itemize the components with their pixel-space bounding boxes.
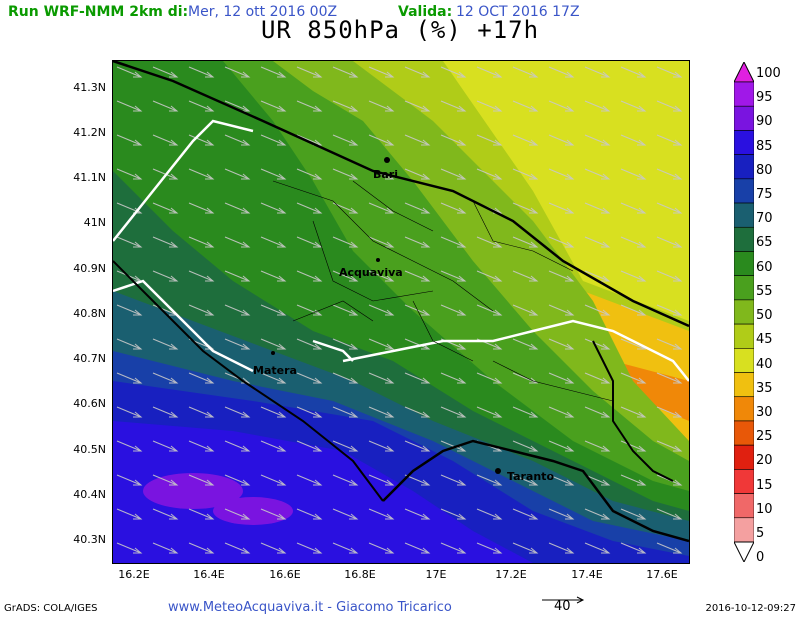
colorbar-segment — [734, 81, 754, 107]
lat-tick: 40.8N — [73, 307, 106, 320]
lat-tick: 40.5N — [73, 443, 106, 456]
lon-tick: 16.8E — [344, 568, 376, 581]
city-acquaviva: Acquaviva — [339, 266, 403, 279]
lat-tick: 41N — [83, 216, 106, 229]
colorbar-segment — [734, 469, 754, 494]
colorbar-label: 45 — [756, 332, 773, 348]
colorbar-label: 80 — [756, 162, 773, 178]
colorbar-segment — [734, 130, 754, 155]
colorbar-label: 20 — [756, 453, 773, 469]
reference-vector-arrow — [542, 596, 585, 604]
lon-tick: 17.4E — [571, 568, 603, 581]
timestamp: 2016-10-12-09:27 — [705, 603, 796, 614]
colorbar-label: 85 — [756, 138, 773, 154]
lat-tick: 40.4N — [73, 488, 106, 501]
lat-tick: 40.3N — [73, 533, 106, 546]
lon-tick: 17.2E — [495, 568, 527, 581]
colorbar-label: 65 — [756, 235, 773, 251]
colorbar-segment — [734, 517, 754, 543]
colorbar-label: 30 — [756, 404, 773, 420]
lat-tick: 41.3N — [73, 81, 106, 94]
map-canvas: Bari Acquaviva Matera Taranto — [113, 61, 689, 563]
colorbar-segment — [734, 493, 754, 519]
colorbar-segment — [734, 202, 754, 228]
city-matera: Matera — [253, 364, 297, 377]
lat-tick: 40.6N — [73, 397, 106, 410]
reference-vector-label: 40 — [554, 599, 571, 614]
lon-tick: 16.2E — [118, 568, 150, 581]
colorbar-segment — [734, 444, 754, 470]
colorbar-label: 75 — [756, 187, 773, 203]
colorbar-label: 100 — [756, 66, 781, 81]
colorbar-bottom-cap — [734, 541, 754, 562]
grads-credit: GrADS: COLA/IGES — [4, 603, 98, 614]
colorbar-segment — [734, 372, 754, 398]
colorbar-segment — [734, 348, 754, 373]
colorbar-label: 70 — [756, 211, 773, 227]
lat-tick: 41.1N — [73, 171, 106, 184]
colorbar-segment — [734, 105, 754, 131]
lon-tick: 16.6E — [269, 568, 301, 581]
colorbar-segment — [734, 154, 754, 180]
colorbar-label: 50 — [756, 308, 773, 324]
lat-tick: 40.7N — [73, 352, 106, 365]
site-credit[interactable]: www.MeteoAcquaviva.it - Giacomo Tricaric… — [168, 600, 452, 615]
colorbar-top-cap — [734, 62, 754, 83]
run-label: Run WRF-NMM 2km di: — [8, 4, 189, 20]
colorbar — [734, 62, 754, 562]
colorbar-segment — [734, 226, 754, 252]
lat-tick: 41.2N — [73, 126, 106, 139]
colorbar-label: 60 — [756, 259, 773, 275]
lon-tick: 17.6E — [646, 568, 678, 581]
colorbar-label: 35 — [756, 380, 773, 396]
run-date: Mer, 12 ott 2016 00Z — [188, 4, 338, 20]
city-bari: Bari — [373, 168, 398, 181]
colorbar-label: 40 — [756, 356, 773, 372]
colorbar-label: 95 — [756, 90, 773, 106]
colorbar-label: 90 — [756, 114, 773, 130]
lon-tick: 17E — [425, 568, 447, 581]
colorbar-segment — [734, 251, 754, 276]
colorbar-segment — [734, 396, 754, 422]
valid-label: Valida: — [398, 4, 453, 20]
colorbar-label: 0 — [756, 550, 765, 566]
colorbar-segment — [734, 323, 754, 349]
colorbar-segment — [734, 178, 754, 204]
lat-tick: 40.9N — [73, 262, 106, 275]
colorbar-label: 10 — [756, 501, 773, 517]
lon-tick: 16.4E — [193, 568, 225, 581]
valid-date: 12 OCT 2016 17Z — [456, 4, 580, 20]
coastline — [113, 61, 689, 328]
coastline-south — [382, 439, 689, 543]
colorbar-segment — [734, 275, 754, 301]
colorbar-label: 55 — [756, 283, 773, 299]
colorbar-label: 5 — [756, 526, 765, 541]
colorbar-segment — [734, 299, 754, 325]
humidity-map: Bari Acquaviva Matera Taranto — [112, 60, 690, 564]
province-border — [113, 260, 674, 502]
colorbar-segment — [734, 420, 754, 446]
map-title: UR 850hPa (%) +17h — [260, 16, 540, 44]
colorbar-label: 15 — [756, 477, 773, 493]
colorbar-label: 25 — [756, 429, 773, 445]
region-border — [113, 119, 689, 382]
city-taranto: Taranto — [507, 470, 554, 483]
municipal-lines — [272, 180, 614, 402]
